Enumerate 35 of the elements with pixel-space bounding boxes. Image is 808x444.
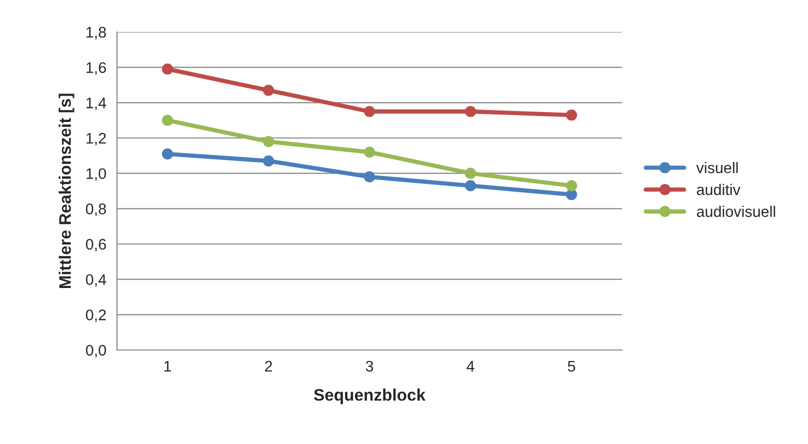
x-tick-label: 1 [164,360,172,372]
x-tick-label: 3 [366,360,374,372]
y-tick-label: 1,8 [86,26,106,40]
x-tick-label: 5 [568,360,576,372]
legend-label: visuell [696,162,738,174]
y-tick-label: 1,4 [86,98,106,110]
y-axis-title: Mittlere Reaktionszeit [s] [58,94,74,288]
y-tick-label: 0,6 [86,238,106,252]
y-tick-label: 1,6 [86,62,106,75]
point [364,171,376,182]
y-tick-label: 0,4 [86,274,106,287]
point [262,84,274,96]
point [364,146,376,158]
x-axis-title: Sequenzblock [314,388,426,404]
point [262,155,274,167]
y-tick-label: 0,2 [86,310,106,322]
point [464,106,476,118]
legend-label: auditiv [696,184,740,196]
y-tick-label: 1,0 [86,168,106,181]
y-tick-label: 0,0 [86,344,106,358]
x-tick-label: 2 [265,360,272,372]
point [364,106,376,118]
y-tick-label: 1,2 [86,132,106,146]
point [162,114,174,126]
point [566,109,578,121]
point [566,188,578,200]
point [262,136,274,148]
legend-label: audiovisuell [696,206,776,217]
point [464,168,476,179]
point [162,64,174,75]
x-tick-label: 4 [466,360,474,372]
point [566,180,578,192]
y-tick-label: 0,8 [86,204,106,216]
point [464,180,476,192]
point [162,148,174,160]
